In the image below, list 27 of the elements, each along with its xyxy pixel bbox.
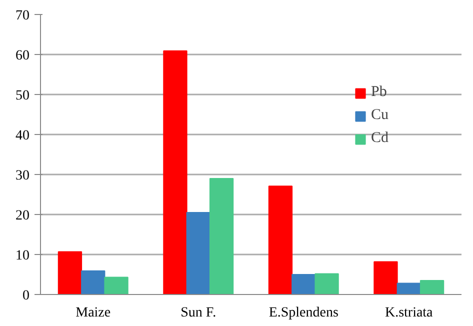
x-tick-label: K.striata — [384, 306, 434, 320]
x-tick-label: Sun F. — [180, 306, 216, 320]
legend-label: Pb — [371, 84, 388, 101]
x-tick-label: Maize — [76, 306, 111, 320]
y-tick-label: 60 — [16, 48, 30, 64]
bar — [81, 270, 106, 294]
y-tick-label: 20 — [16, 208, 30, 224]
bar — [104, 276, 128, 294]
y-tick-label: 50 — [16, 88, 30, 104]
y-tick-label: 0 — [22, 288, 30, 304]
y-tick-label: 70 — [16, 8, 30, 24]
bar — [420, 280, 444, 294]
bar — [268, 186, 293, 294]
bar — [209, 178, 234, 294]
bar — [186, 212, 210, 294]
legend-label: Cd — [371, 130, 390, 147]
x-tick-label: E.Splendens — [268, 306, 338, 320]
bar — [374, 261, 398, 294]
bar — [396, 282, 421, 294]
bar — [314, 273, 339, 294]
bar — [292, 274, 316, 294]
bar — [58, 251, 82, 294]
bar — [163, 50, 188, 294]
y-tick-label: 40 — [16, 128, 30, 144]
legend-label: Cu — [371, 107, 390, 124]
y-tick-label: 30 — [16, 168, 30, 184]
y-tick-label: 10 — [16, 248, 30, 264]
